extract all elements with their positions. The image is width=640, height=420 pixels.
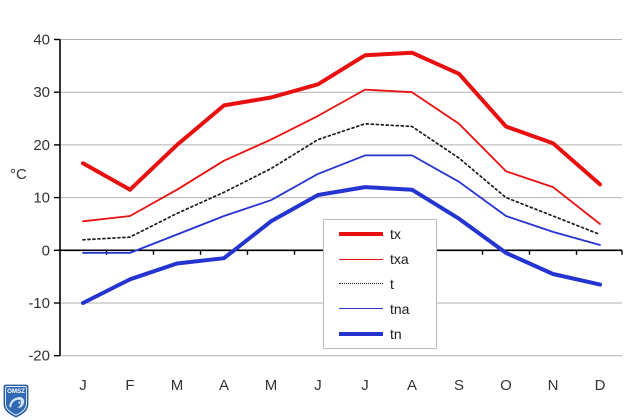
omsz-logo-wave-dot — [18, 401, 21, 404]
x-axis-label: M — [265, 377, 278, 394]
y-axis-label: 10 — [33, 190, 50, 207]
y-axis-label: 20 — [33, 137, 50, 154]
legend-line-sample-tx — [339, 232, 383, 237]
legend-line-sample-tna — [339, 308, 383, 310]
legend-item-tn: tn — [324, 327, 436, 341]
x-axis-label: J — [361, 377, 369, 394]
x-axis-label: D — [595, 377, 606, 394]
omsz-logo-outline — [5, 386, 27, 416]
y-axis-title: °C — [10, 166, 27, 183]
series-line-tx — [81, 50, 602, 192]
x-axis-label: J — [314, 377, 322, 394]
omsz-logo-wave-icon — [9, 397, 25, 408]
legend-item-tx: tx — [324, 227, 436, 241]
x-axis-label: S — [454, 377, 464, 394]
legend-label-tna: tna — [390, 300, 410, 317]
legend-item-tna: tna — [324, 302, 436, 316]
y-axis-label: 30 — [33, 84, 50, 101]
series-line-t — [82, 122, 601, 241]
x-axis-label: A — [407, 377, 417, 394]
x-axis-label: M — [171, 377, 184, 394]
omsz-logo-text: OMSZ — [7, 388, 25, 395]
y-axis-label: 0 — [42, 242, 50, 259]
series-line-txa — [82, 88, 601, 225]
y-axis-label: 40 — [33, 32, 50, 49]
legend-line-sample-t — [339, 283, 383, 285]
x-axis-label: N — [548, 377, 559, 394]
y-axis-label: -10 — [28, 295, 50, 312]
series-line-tn — [81, 185, 602, 305]
legend-label-t: t — [390, 275, 394, 292]
legend-line-sample-tn — [339, 331, 383, 336]
legend-item-txa: txa — [324, 252, 436, 266]
legend-label-tn: tn — [390, 325, 402, 342]
omsz-logo-shield — [3, 384, 29, 418]
x-axis-label: F — [125, 377, 134, 394]
legend: tx txa t tna tn — [323, 219, 437, 349]
y-axis-label: -20 — [28, 348, 50, 365]
x-axis-label: O — [500, 377, 512, 394]
series-line-tna — [82, 154, 601, 254]
legend-label-tx: tx — [390, 226, 401, 243]
legend-label-txa: txa — [390, 251, 409, 268]
x-axis-label: J — [79, 377, 87, 394]
omsz-logo: OMSZ — [3, 384, 29, 418]
x-axis-label: A — [219, 377, 229, 394]
legend-item-t: t — [324, 277, 436, 291]
legend-line-sample-txa — [339, 258, 383, 260]
